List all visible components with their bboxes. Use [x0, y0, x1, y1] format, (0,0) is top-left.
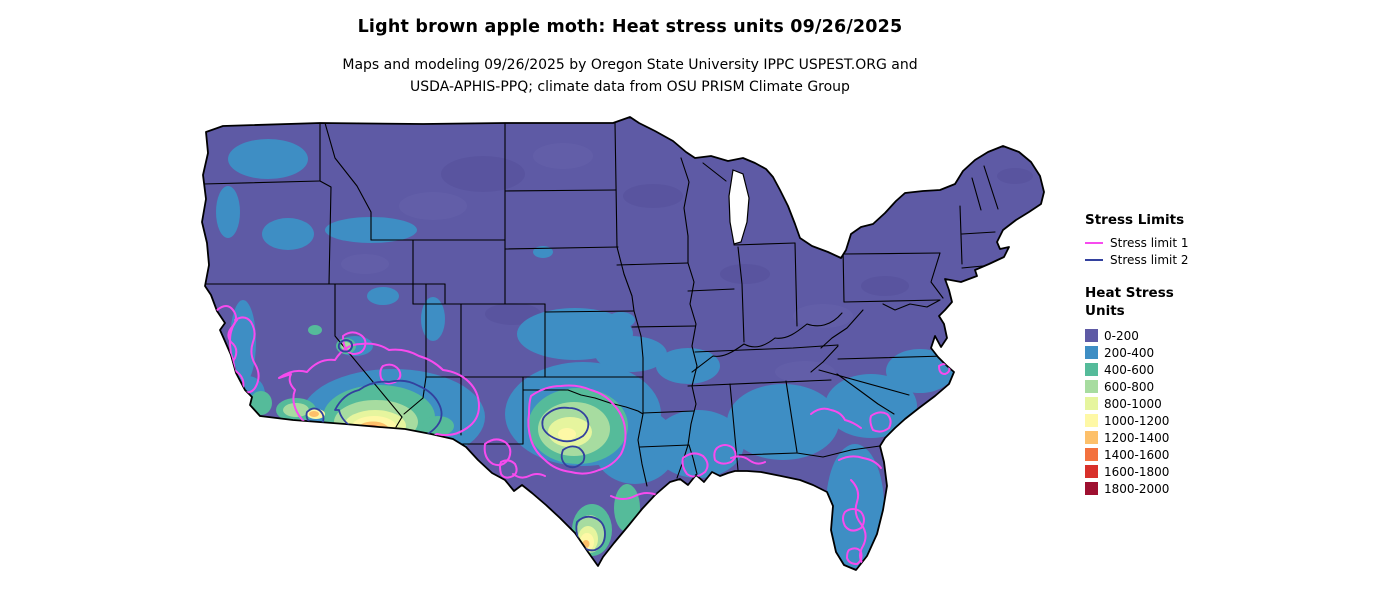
stress-limit-1-label: Stress limit 1: [1110, 235, 1189, 250]
legend-item-600-800: 600-800: [1085, 378, 1235, 395]
legend-item-stress-limit-1: Stress limit 1: [1085, 234, 1235, 251]
stress-limits-legend-title: Stress Limits: [1085, 212, 1185, 228]
us-outline: [201, 116, 1045, 571]
legend-item-1800-2000: 1800-2000: [1085, 480, 1235, 497]
legend-item-1000-1200: 1000-1200: [1085, 412, 1235, 429]
swatch-800-1000: [1085, 397, 1098, 410]
state-borders: [202, 122, 999, 487]
label-400-600: 400-600: [1104, 362, 1155, 377]
heat-stress-units-title-line-2: Units: [1085, 303, 1125, 319]
label-800-1000: 800-1000: [1104, 396, 1162, 411]
swatch-1400-1600: [1085, 448, 1098, 461]
legend-item-0-200: 0-200: [1085, 327, 1235, 344]
label-1600-1800: 1600-1800: [1104, 464, 1170, 479]
legend-item-200-400: 200-400: [1085, 344, 1235, 361]
swatch-400-600: [1085, 363, 1098, 376]
heat-stress-fill: [202, 117, 1044, 570]
legend-item-1600-1800: 1600-1800: [1085, 463, 1235, 480]
label-1200-1400: 1200-1400: [1104, 430, 1170, 445]
swatch-0-200: [1085, 329, 1098, 342]
swatch-600-800: [1085, 380, 1098, 393]
label-1400-1600: 1400-1600: [1104, 447, 1170, 462]
legend-item-1200-1400: 1200-1400: [1085, 429, 1235, 446]
figure-subtitle: Maps and modeling 09/26/2025 by Oregon S…: [0, 54, 1260, 98]
label-1800-2000: 1800-2000: [1104, 481, 1170, 496]
subtitle-line-1: Maps and modeling 09/26/2025 by Oregon S…: [342, 57, 918, 73]
label-0-200: 0-200: [1104, 328, 1139, 343]
us-heat-stress-map: [201, 116, 1045, 571]
legend-item-800-1000: 800-1000: [1085, 395, 1235, 412]
label-1000-1200: 1000-1200: [1104, 413, 1170, 428]
figure-title: Light brown apple moth: Heat stress unit…: [357, 17, 903, 37]
swatch-1000-1200: [1085, 414, 1098, 427]
heat-stress-units-legend-title: Heat Stress Units: [1085, 284, 1235, 320]
great-lakes: [728, 169, 750, 245]
stress-limit-2-line-sample: [1085, 258, 1103, 261]
subtitle-line-2: USDA-APHIS-PPQ; climate data from OSU PR…: [410, 79, 850, 95]
lake-michigan: [728, 169, 750, 245]
legend-item-400-600: 400-600: [1085, 361, 1235, 378]
label-200-400: 200-400: [1104, 345, 1155, 360]
stress-limit-1-line-sample: [1085, 241, 1103, 244]
swatch-200-400: [1085, 346, 1098, 359]
legend: Stress Limits Stress limit 1 Stress limi…: [1085, 212, 1235, 497]
heat-stress-units-title-line-1: Heat Stress: [1085, 285, 1174, 301]
label-600-800: 600-800: [1104, 379, 1155, 394]
legend-item-stress-limit-2: Stress limit 2: [1085, 251, 1235, 268]
legend-item-1400-1600: 1400-1600: [1085, 446, 1235, 463]
stress-limit-2-label: Stress limit 2: [1110, 252, 1189, 267]
swatch-1600-1800: [1085, 465, 1098, 478]
swatch-1200-1400: [1085, 431, 1098, 444]
swatch-1800-2000: [1085, 482, 1098, 495]
